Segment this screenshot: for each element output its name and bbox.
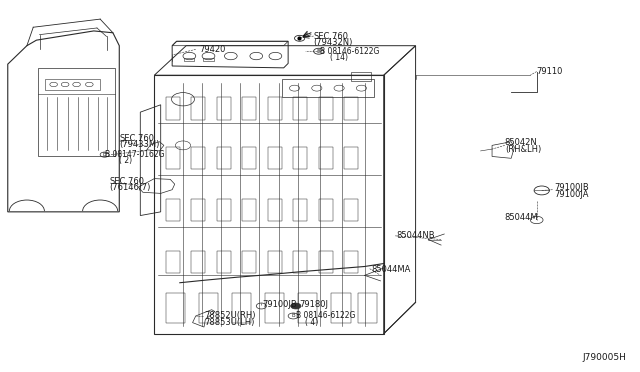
Text: 85044NB: 85044NB: [396, 231, 435, 240]
Text: B 08146-6122G: B 08146-6122G: [296, 311, 355, 320]
Text: (RH&LH): (RH&LH): [505, 145, 541, 154]
Text: 85044M: 85044M: [505, 213, 538, 222]
Text: B 08146-6122G: B 08146-6122G: [320, 47, 380, 56]
Text: SEC.760: SEC.760: [314, 32, 349, 41]
Text: J790005H: J790005H: [582, 353, 626, 362]
Text: 78852U(RH): 78852U(RH): [204, 311, 255, 320]
Text: 79180J: 79180J: [299, 300, 328, 310]
Circle shape: [291, 303, 301, 309]
Text: (79433M): (79433M): [119, 140, 159, 149]
Text: B: B: [317, 49, 321, 54]
Text: ( 14): ( 14): [330, 53, 348, 62]
Text: (76146/7): (76146/7): [109, 183, 151, 192]
Text: B: B: [291, 314, 295, 318]
Text: B: B: [103, 152, 106, 157]
Text: SEC.760: SEC.760: [119, 134, 154, 142]
Text: SEC.760: SEC.760: [109, 177, 145, 186]
Text: 79110: 79110: [537, 67, 563, 76]
Text: 79100JB: 79100JB: [262, 300, 298, 310]
Text: 79100JA: 79100JA: [554, 190, 589, 199]
Text: 79420: 79420: [199, 45, 225, 54]
Text: (79432N): (79432N): [314, 38, 353, 47]
Text: 78853U(LH): 78853U(LH): [204, 318, 255, 327]
Text: B 08147-0162G: B 08147-0162G: [105, 150, 164, 159]
Text: ( 4): ( 4): [305, 318, 318, 327]
Text: 85044MA: 85044MA: [371, 264, 410, 273]
Text: 85042N: 85042N: [505, 138, 538, 147]
Text: 79100JB: 79100JB: [554, 183, 589, 192]
Text: ( 2): ( 2): [119, 156, 132, 166]
